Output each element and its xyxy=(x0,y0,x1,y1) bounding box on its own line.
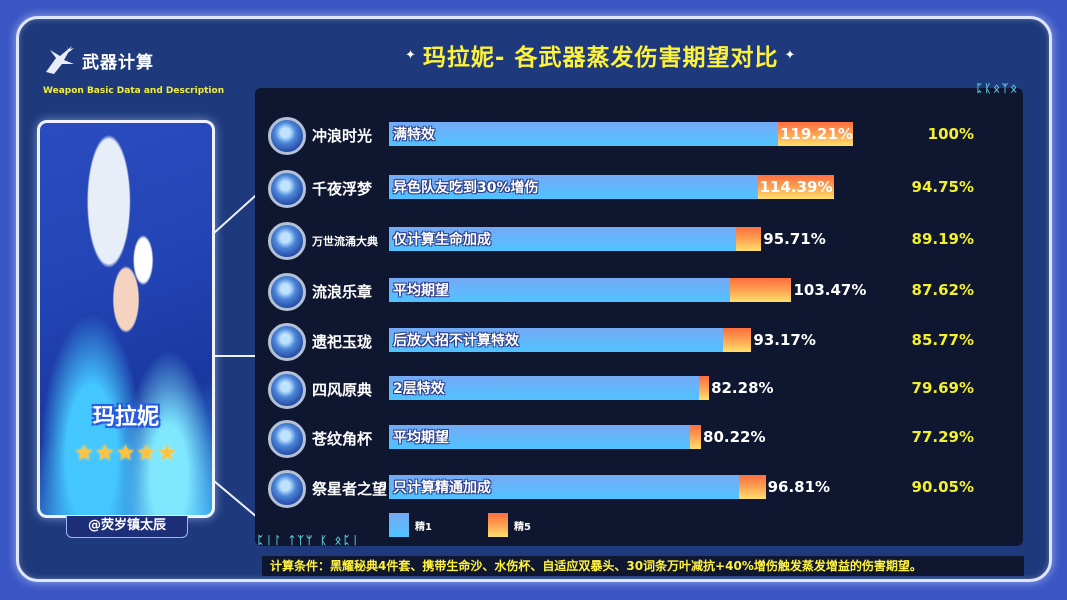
calculation-conditions: 计算条件：黑耀秘典4件套、携带生命沙、水伤杯、自适应双暴头、30词条万叶减抗+4… xyxy=(262,556,1024,576)
bar-refine5 xyxy=(689,425,702,449)
relative-ratio: 94.75% xyxy=(911,178,974,196)
sparkle-icon: ✦ xyxy=(784,47,797,63)
chart-row: 流浪乐章 平均期望 103.47% 87.62% xyxy=(268,273,1018,313)
relative-ratio: 85.77% xyxy=(911,331,974,349)
relative-ratio: 79.69% xyxy=(911,379,974,397)
legend-label-r1: 精1 xyxy=(415,521,432,533)
bar-refine1 xyxy=(389,175,758,199)
logo: 武器计算 xyxy=(42,42,154,78)
weapon-name: 祭星者之望 xyxy=(312,480,388,498)
weapon-name: 千夜浮梦 xyxy=(312,180,373,198)
bar-refine1 xyxy=(389,328,723,352)
chart-row: 冲浪时光 满特效 119.21% 100% xyxy=(268,117,1018,157)
weapon-name: 万世流涌大典 xyxy=(312,235,378,248)
star-logo-icon xyxy=(46,44,74,74)
connector-line xyxy=(214,355,256,357)
bar-refine1 xyxy=(389,425,690,449)
rarity-stars: ★★★★★ xyxy=(74,441,178,466)
relative-ratio: 90.05% xyxy=(911,478,974,496)
bar-note: 2层特效 xyxy=(393,381,445,397)
relative-ratio: 77.29% xyxy=(911,428,974,446)
relative-ratio: 100% xyxy=(927,125,974,143)
surfs-up-icon xyxy=(268,117,306,155)
bar-refine5 xyxy=(729,278,792,302)
bar-refine1 xyxy=(389,376,699,400)
weapon-name: 遗祀玉珑 xyxy=(312,333,373,351)
bar-refine5 xyxy=(698,376,710,400)
weapon-name: 苍纹角杯 xyxy=(312,430,373,448)
refine5-value: 95.71% xyxy=(763,230,826,248)
bar-refine5 xyxy=(757,175,834,199)
bar-note: 后放大招不计算特效 xyxy=(393,333,519,349)
bar-note: 异色队友吃到30%增伤 xyxy=(393,180,539,196)
jadefall-splendor-icon xyxy=(268,323,306,361)
lost-prayer-icon xyxy=(268,371,306,409)
bar-note: 只计算精通加成 xyxy=(393,480,491,496)
bar-refine5 xyxy=(735,227,762,251)
starcallers-watch-icon xyxy=(268,470,306,508)
bar-note: 平均期望 xyxy=(393,283,449,299)
ring-of-yaxche-icon xyxy=(268,420,306,458)
prototype-amber-icon xyxy=(268,222,306,260)
character-name: 玛拉妮 xyxy=(92,405,159,430)
chart-row: 四风原典 2层特效 82.28% 79.69% xyxy=(268,371,1018,411)
sparkle-icon: ✦ xyxy=(405,47,417,63)
bar-note: 满特效 xyxy=(393,127,435,143)
chart-row: 遗祀玉珑 后放大招不计算特效 93.17% 85.77% xyxy=(268,323,1018,363)
relative-ratio: 87.62% xyxy=(911,281,974,299)
character-portrait: 玛拉妮 ★★★★★ xyxy=(37,120,215,518)
title-text: 玛拉妮- 各武器蒸发伤害期望对比 xyxy=(422,45,779,71)
weapon-name: 冲浪时光 xyxy=(312,127,373,145)
bar-refine1 xyxy=(389,475,740,499)
weapon-name: 流浪乐章 xyxy=(312,283,373,301)
bar-refine5 xyxy=(722,328,752,352)
bar-refine1 xyxy=(389,278,730,302)
relative-ratio: 89.19% xyxy=(911,230,974,248)
legend-swatch-r1 xyxy=(389,513,409,537)
legend-item-r1: 精1 xyxy=(389,513,432,537)
chart-legend: 精1 精5 xyxy=(389,513,587,537)
bar-refine5 xyxy=(778,122,853,146)
refine5-value: 82.28% xyxy=(711,379,774,397)
legend-swatch-r5 xyxy=(487,513,508,537)
chart-panel: ᛈᛕᛟᛉᛟ ᛈᛁᛚ ᛏᛉᛘ ᛕ ᛟᛈᛁ xyxy=(255,82,1023,547)
chart-row: 苍纹角杯 平均期望 80.22% 77.29% xyxy=(268,420,1018,460)
bar-refine1 xyxy=(389,227,736,251)
legend-label-r5: 精5 xyxy=(513,521,531,533)
chart-row: 万世流涌大典 仅计算生命加成 95.71% 89.19% xyxy=(268,222,1018,262)
refine5-value: 119.21% xyxy=(780,125,853,143)
chart-row: 千夜浮梦 异色队友吃到30%增伤 114.39% 94.75% xyxy=(268,170,1018,210)
thousand-floating-dreams-icon xyxy=(268,170,306,208)
legend-item-r5: 精5 xyxy=(487,513,531,537)
refine5-value: 93.17% xyxy=(753,331,816,349)
bar-note: 平均期望 xyxy=(393,430,449,446)
refine5-value: 96.81% xyxy=(767,478,831,496)
chart-row: 祭星者之望 只计算精通加成 96.81% 90.05% xyxy=(268,470,1018,510)
refine5-value: 114.39% xyxy=(759,178,833,196)
logo-text: 武器计算 xyxy=(82,52,154,73)
bar-refine5 xyxy=(739,475,766,499)
weapon-name: 四风原典 xyxy=(312,381,373,399)
rune-decoration: ᛈᛁᛚ ᛏᛉᛘ ᛕ ᛟᛈᛁ xyxy=(257,534,361,547)
bar-refine1 xyxy=(389,122,778,146)
refine5-value: 103.47% xyxy=(793,281,867,299)
chart-title: ✦ 玛拉妮- 各武器蒸发伤害期望对比 ✦ xyxy=(405,40,855,71)
subtitle: Weapon Basic Data and Description xyxy=(43,86,225,96)
rune-decoration: ᛈᛕᛟᛉᛟ xyxy=(976,82,1019,95)
bar-note: 仅计算生命加成 xyxy=(393,232,491,248)
author-tag: @荧岁镇太辰 xyxy=(66,516,188,538)
widsith-icon xyxy=(268,273,306,311)
refine5-value: 80.22% xyxy=(703,428,766,446)
